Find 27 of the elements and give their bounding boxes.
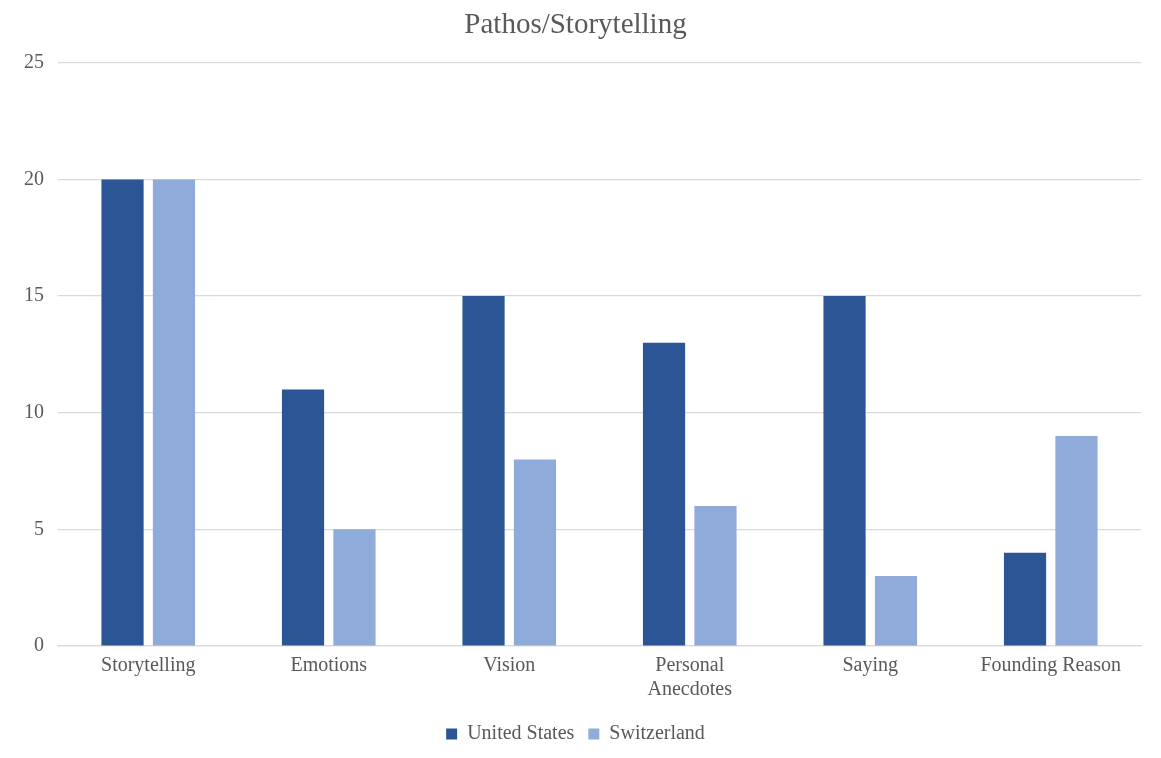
y-tick-label: 5 bbox=[34, 516, 44, 539]
bar bbox=[462, 296, 505, 646]
y-tick-label: 20 bbox=[24, 166, 44, 189]
x-tick-label: Storytelling bbox=[101, 653, 196, 677]
x-tick-label: Emotions bbox=[290, 653, 368, 676]
bar bbox=[823, 296, 866, 646]
chart-title: Pathos/Storytelling bbox=[464, 7, 687, 40]
bar bbox=[513, 459, 557, 646]
bar bbox=[152, 179, 196, 646]
bar bbox=[101, 179, 144, 646]
y-tick-label: 15 bbox=[24, 283, 44, 306]
x-tick-label: Personal Anecdotes bbox=[647, 653, 733, 700]
bar bbox=[1003, 552, 1047, 646]
bar bbox=[281, 389, 325, 646]
bar bbox=[874, 576, 918, 646]
bar bbox=[333, 529, 376, 646]
x-tick-label: Vision bbox=[483, 653, 536, 676]
y-tick-label: 10 bbox=[24, 399, 44, 422]
bar bbox=[642, 342, 686, 646]
bar bbox=[1055, 436, 1098, 646]
legend-label: Switzerland bbox=[609, 721, 705, 744]
bar bbox=[694, 506, 737, 646]
x-tick-label: Founding Reason bbox=[980, 653, 1122, 677]
x-tick-label: Saying bbox=[842, 653, 899, 677]
legend-label: United States bbox=[467, 721, 575, 744]
y-tick-label: 25 bbox=[24, 50, 44, 73]
y-tick-label: 0 bbox=[34, 633, 44, 656]
